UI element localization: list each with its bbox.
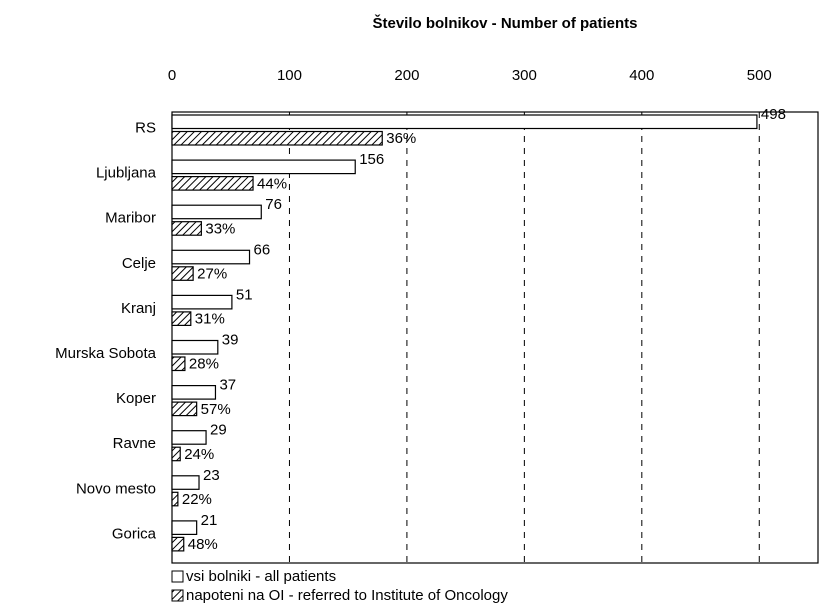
bar — [171, 311, 192, 326]
bar — [171, 114, 758, 130]
bar — [171, 266, 194, 281]
value-label: 498 — [761, 106, 786, 123]
bar — [171, 204, 262, 220]
value-label: 21 — [201, 512, 218, 529]
bar — [171, 475, 200, 490]
x-tick-label: 200 — [394, 67, 419, 84]
bar — [171, 339, 219, 355]
value-label: 37 — [219, 377, 236, 394]
y-tick-label: Novo mesto — [76, 480, 156, 497]
value-label: 66 — [254, 241, 271, 258]
value-label: 156 — [359, 151, 384, 168]
value-label: 57% — [201, 401, 231, 418]
bar — [171, 401, 198, 417]
bar — [171, 520, 198, 536]
y-tick-label: Maribor — [105, 210, 156, 227]
bar — [171, 356, 186, 372]
bar — [171, 130, 383, 146]
legend-label: vsi bolniki - all patients — [186, 568, 336, 585]
bar — [171, 385, 217, 400]
x-tick-label: 500 — [747, 67, 772, 84]
bar — [171, 176, 254, 191]
chart-title: Število bolnikov - Number of patients — [372, 14, 637, 32]
value-label: 31% — [195, 311, 225, 328]
y-tick-label: Ravne — [113, 435, 156, 452]
bar — [171, 446, 181, 462]
y-tick-label: Celje — [122, 255, 156, 272]
value-label: 51 — [236, 286, 253, 303]
value-label: 27% — [197, 266, 227, 283]
bar — [171, 536, 185, 552]
value-label: 28% — [189, 356, 219, 373]
x-tick-label: 400 — [629, 67, 654, 84]
x-tick-label: 0 — [168, 67, 176, 84]
y-tick-label: RS — [135, 119, 156, 136]
legend-swatch — [171, 589, 184, 602]
value-label: 23 — [203, 467, 220, 484]
x-tick-label: 300 — [512, 67, 537, 84]
value-label: 22% — [182, 491, 212, 508]
value-label: 33% — [205, 220, 235, 237]
legend-label: napoteni na OI - referred to Institute o… — [186, 587, 508, 604]
value-label: 24% — [184, 446, 214, 463]
value-label: 48% — [188, 536, 218, 553]
value-label: 76 — [265, 196, 282, 213]
x-tick-label: 100 — [277, 67, 302, 84]
y-tick-label: Murska Sobota — [55, 345, 157, 362]
y-tick-label: Kranj — [121, 300, 156, 317]
bar — [171, 491, 179, 507]
y-tick-label: Gorica — [112, 525, 157, 542]
bar — [171, 294, 233, 310]
bar — [171, 221, 202, 236]
bar — [171, 430, 207, 445]
value-label: 39 — [222, 331, 239, 348]
y-tick-label: Koper — [116, 390, 156, 407]
value-label: 36% — [386, 130, 416, 147]
y-tick-label: Ljubljana — [96, 165, 157, 182]
value-label: 29 — [210, 422, 227, 439]
bar — [171, 159, 356, 175]
legend-swatch — [171, 570, 184, 583]
bar — [171, 249, 251, 265]
value-label: 44% — [257, 175, 287, 192]
